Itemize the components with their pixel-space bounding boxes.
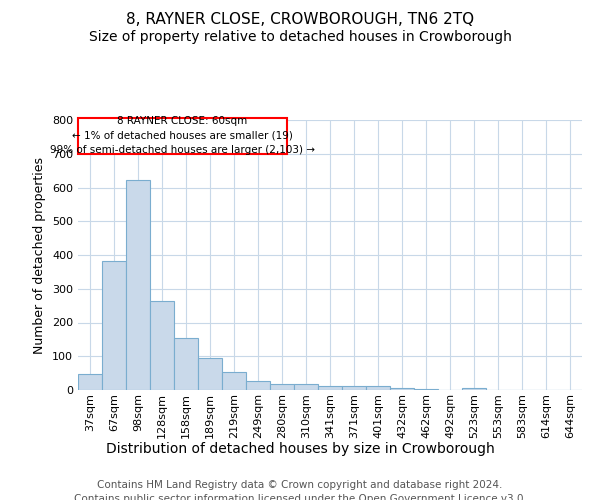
- Bar: [198, 358, 222, 390]
- Bar: [366, 386, 390, 390]
- Text: Contains HM Land Registry data © Crown copyright and database right 2024.
Contai: Contains HM Land Registry data © Crown c…: [74, 480, 526, 500]
- Y-axis label: Number of detached properties: Number of detached properties: [34, 156, 46, 354]
- Bar: [78, 374, 102, 390]
- Bar: [462, 388, 486, 390]
- Bar: [174, 338, 198, 390]
- Text: 8 RAYNER CLOSE: 60sqm
← 1% of detached houses are smaller (19)
99% of semi-detac: 8 RAYNER CLOSE: 60sqm ← 1% of detached h…: [50, 116, 315, 156]
- Bar: [318, 386, 342, 390]
- Bar: [342, 386, 366, 390]
- Bar: [390, 388, 414, 390]
- Bar: [150, 300, 174, 390]
- Text: 8, RAYNER CLOSE, CROWBOROUGH, TN6 2TQ: 8, RAYNER CLOSE, CROWBOROUGH, TN6 2TQ: [126, 12, 474, 28]
- Bar: [294, 384, 318, 390]
- Bar: [414, 389, 438, 390]
- Text: Distribution of detached houses by size in Crowborough: Distribution of detached houses by size …: [106, 442, 494, 456]
- Bar: [102, 260, 126, 390]
- Bar: [270, 384, 294, 390]
- Text: Size of property relative to detached houses in Crowborough: Size of property relative to detached ho…: [89, 30, 511, 44]
- Bar: [126, 180, 150, 390]
- Bar: [246, 380, 270, 390]
- Bar: [222, 372, 246, 390]
